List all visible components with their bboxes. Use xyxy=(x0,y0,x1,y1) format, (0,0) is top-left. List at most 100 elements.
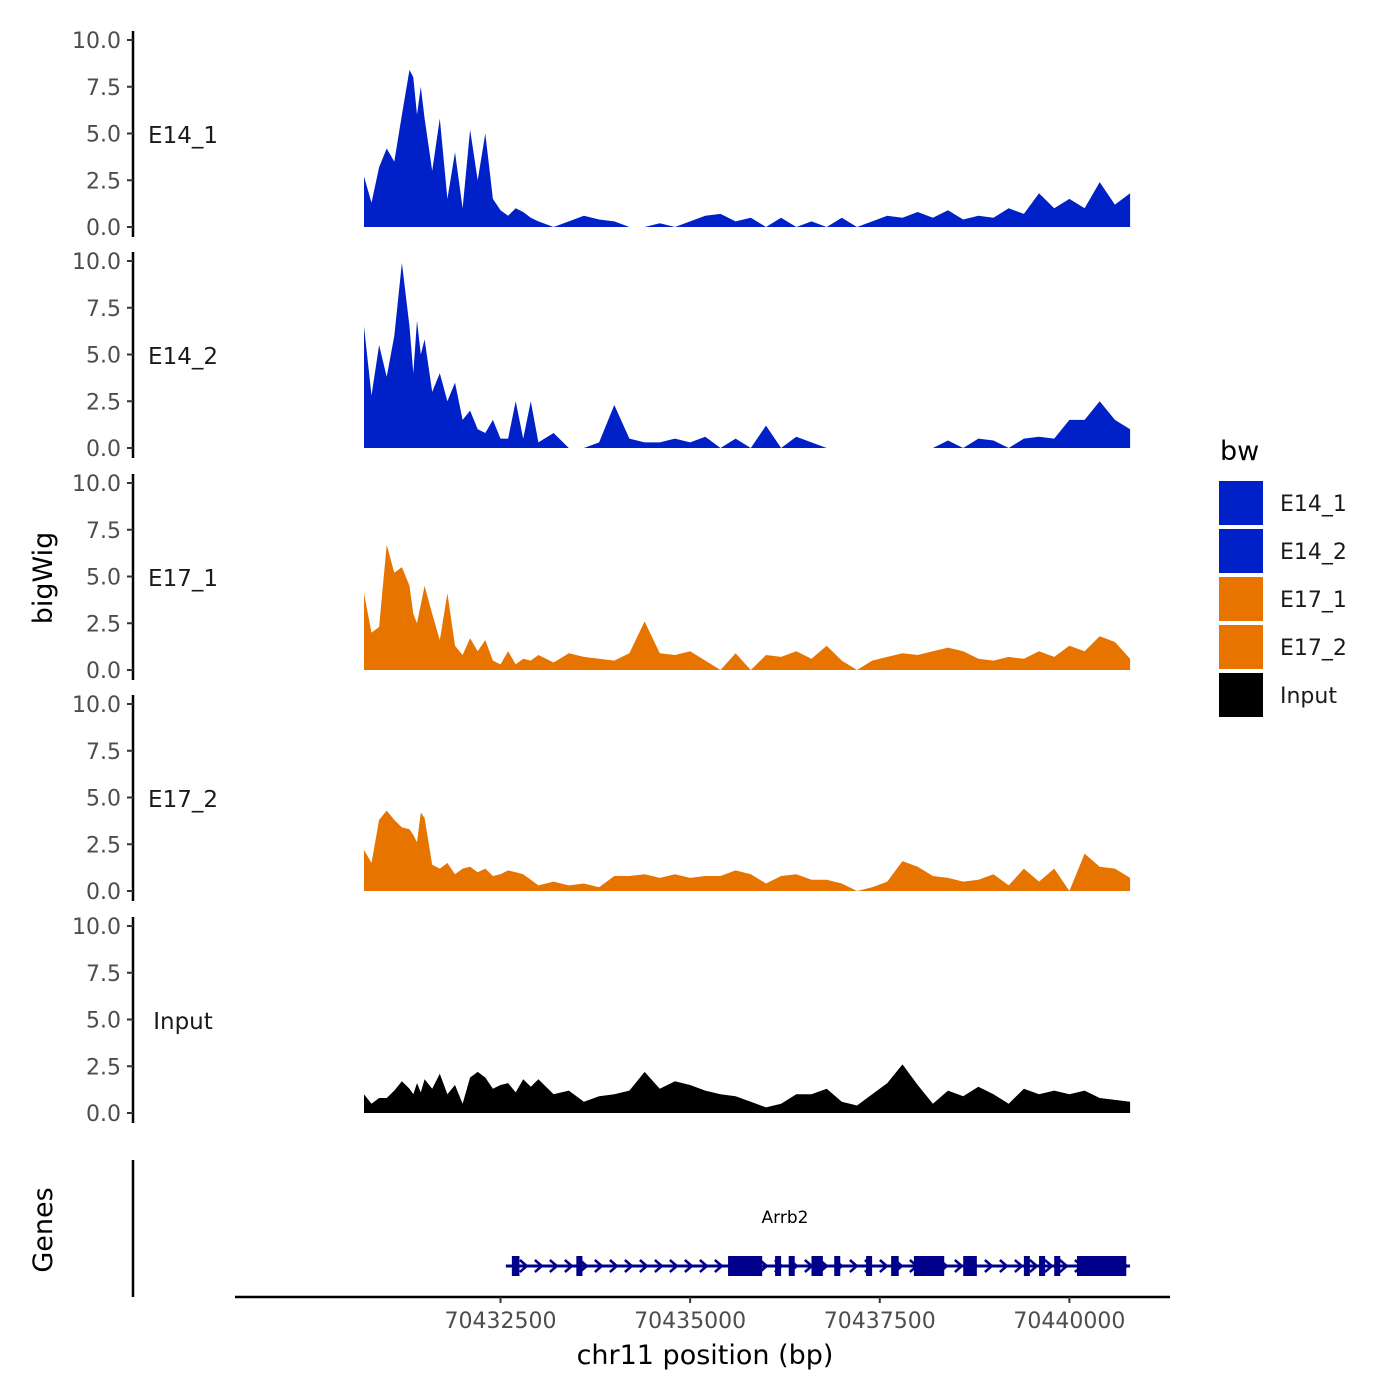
strand-chevron xyxy=(669,1259,679,1273)
y-tick-label: 10.0 xyxy=(72,472,121,497)
legend: bw E14_1 E14_2 E17_1 E17_2 Input xyxy=(1217,436,1347,719)
legend-label: E14_1 xyxy=(1280,492,1347,517)
strand-chevron xyxy=(519,1259,529,1273)
legend-swatch xyxy=(1217,527,1265,575)
y-tick-label: 2.5 xyxy=(86,612,121,637)
gene-exon xyxy=(963,1256,977,1276)
strand-chevron xyxy=(639,1259,649,1273)
gene-exon xyxy=(1076,1256,1127,1276)
strand-chevron xyxy=(1044,1259,1054,1273)
strand-chevron xyxy=(594,1259,604,1273)
gene-exon xyxy=(834,1256,841,1276)
strand-chevron xyxy=(1029,1259,1039,1273)
y-tick-label: 2.5 xyxy=(86,833,121,858)
y-tick-label: 0.0 xyxy=(86,1102,121,1127)
signal-area-e17-2 xyxy=(364,810,1131,891)
track-label: E14_2 xyxy=(148,344,218,370)
strand-chevron xyxy=(714,1259,724,1273)
gene-exon xyxy=(511,1256,520,1276)
track-e17-2: 0.0 2.5 5.0 7.5 10.0 E17_2 xyxy=(72,693,1131,905)
legend-title: bw xyxy=(1220,436,1259,467)
y-tick-label: 0.0 xyxy=(86,216,121,241)
x-axis: 70432500 70435000 70437500 70440000 xyxy=(235,1295,1170,1334)
gene-exon xyxy=(1054,1256,1061,1276)
gene-label: Arrb2 xyxy=(762,1208,809,1228)
x-tick-label: 70432500 xyxy=(444,1309,556,1334)
strand-chevron xyxy=(564,1259,574,1273)
x-tick-label: 70440000 xyxy=(1013,1309,1125,1334)
y-tick-label: 10.0 xyxy=(72,250,121,275)
signal-area-e14-2 xyxy=(364,262,1131,448)
x-tick-label: 70437500 xyxy=(824,1309,936,1334)
signal-area-e14-1 xyxy=(364,69,1131,228)
strand-chevron xyxy=(759,1259,769,1273)
y-tick-label: 5.0 xyxy=(86,787,121,812)
y-tick-label: 5.0 xyxy=(86,566,121,591)
legend-label: E14_2 xyxy=(1280,540,1347,565)
strand-chevron xyxy=(684,1259,694,1273)
y-tick-label: 10.0 xyxy=(72,693,121,718)
legend-swatch xyxy=(1217,671,1265,719)
strand-chevron xyxy=(984,1259,994,1273)
track-e14-1: 0.0 2.5 5.0 7.5 10.0 E14_1 xyxy=(72,29,1131,241)
y-tick-label: 5.0 xyxy=(86,344,121,369)
gene-exon xyxy=(775,1256,782,1276)
y-tick-label: 10.0 xyxy=(72,29,121,54)
y-tick-label: 5.0 xyxy=(86,123,121,148)
legend-label: Input xyxy=(1280,684,1337,709)
y-tick-label: 2.5 xyxy=(86,1055,121,1080)
gene-exon xyxy=(811,1256,823,1276)
strand-chevron xyxy=(609,1259,619,1273)
legend-label: E17_2 xyxy=(1280,636,1347,661)
strand-chevron xyxy=(624,1259,634,1273)
y-tick-label: 5.0 xyxy=(86,1009,121,1034)
genes-axis-title: Genes xyxy=(28,1187,59,1272)
gene-exon xyxy=(913,1256,945,1276)
y-axis-title: bigWig xyxy=(28,532,59,625)
y-tick-label: 7.5 xyxy=(86,76,121,101)
gene-exon xyxy=(788,1256,795,1276)
strand-chevron xyxy=(699,1259,709,1273)
y-tick-label: 10.0 xyxy=(72,915,121,940)
track-e17-1: 0.0 2.5 5.0 7.5 10.0 E17_1 xyxy=(72,472,1131,684)
track-label: Input xyxy=(153,1009,213,1035)
y-tick-label: 0.0 xyxy=(86,659,121,684)
gene-exon xyxy=(576,1256,583,1276)
x-axis-title: chr11 position (bp) xyxy=(577,1340,834,1371)
y-tick-label: 7.5 xyxy=(86,740,121,765)
signal-area-e17-1 xyxy=(364,544,1131,670)
gene-exon xyxy=(1039,1256,1046,1276)
track-label: E17_2 xyxy=(148,787,218,813)
gene-exon xyxy=(891,1256,899,1276)
legend-swatch xyxy=(1217,479,1265,527)
legend-swatch xyxy=(1217,575,1265,623)
gene-exon xyxy=(728,1256,763,1276)
track-label: E17_1 xyxy=(148,566,218,592)
strand-chevron xyxy=(549,1259,559,1273)
strand-chevron xyxy=(1014,1259,1024,1273)
y-tick-label: 2.5 xyxy=(86,390,121,415)
legend-swatch xyxy=(1217,623,1265,671)
y-tick-label: 2.5 xyxy=(86,169,121,194)
y-tick-label: 0.0 xyxy=(86,880,121,905)
signal-area-input xyxy=(364,1064,1131,1113)
strand-chevron xyxy=(879,1259,889,1273)
strand-chevron xyxy=(849,1259,859,1273)
track-e14-2: 0.0 2.5 5.0 7.5 10.0 E14_2 xyxy=(72,250,1131,462)
y-tick-label: 0.0 xyxy=(86,437,121,462)
genes-panel: Arrb2 xyxy=(131,1160,1131,1297)
gene-exon xyxy=(866,1256,873,1276)
y-tick-label: 7.5 xyxy=(86,519,121,544)
track-label: E14_1 xyxy=(148,123,218,149)
bigwig-tracks: 0.0 2.5 5.0 7.5 10.0 E14_1 0.0 2.5 5.0 7.5 10.0 E14… xyxy=(72,29,1131,1127)
strand-chevron xyxy=(999,1259,1009,1273)
strand-chevron xyxy=(954,1259,964,1273)
gene-exon xyxy=(1023,1256,1030,1276)
legend-label: E17_1 xyxy=(1280,588,1347,613)
track-input: 0.0 2.5 5.0 7.5 10.0 Input xyxy=(72,915,1131,1127)
strand-chevron xyxy=(654,1259,664,1273)
strand-chevron xyxy=(1059,1259,1069,1273)
y-tick-label: 7.5 xyxy=(86,962,121,987)
strand-chevron xyxy=(534,1259,544,1273)
